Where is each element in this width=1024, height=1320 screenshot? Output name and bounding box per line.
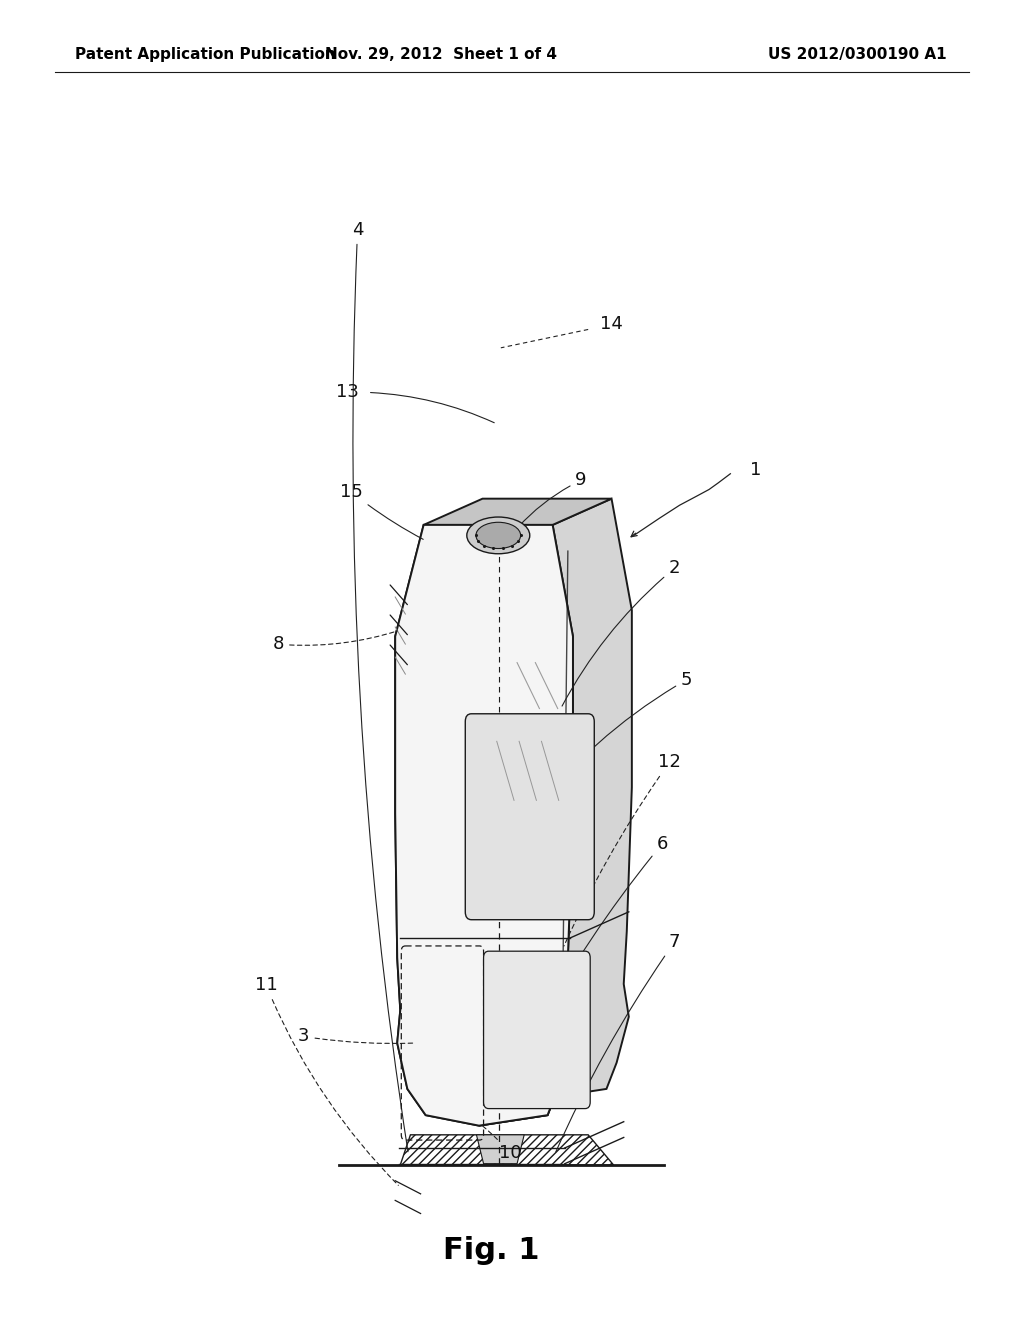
Polygon shape: [424, 499, 611, 525]
Text: Patent Application Publication: Patent Application Publication: [75, 46, 336, 62]
Text: 8: 8: [272, 631, 397, 653]
FancyBboxPatch shape: [465, 714, 594, 920]
Ellipse shape: [467, 517, 529, 554]
Text: 15: 15: [340, 483, 423, 540]
Polygon shape: [395, 525, 573, 1126]
Text: 7: 7: [556, 933, 680, 1152]
Text: 13: 13: [336, 383, 358, 401]
Text: 3: 3: [298, 1027, 413, 1045]
Text: 11: 11: [255, 977, 398, 1185]
Text: 4: 4: [352, 220, 408, 1152]
Text: 6: 6: [539, 834, 668, 1027]
Polygon shape: [476, 1135, 524, 1164]
Ellipse shape: [476, 523, 520, 549]
Text: 2: 2: [562, 560, 680, 706]
FancyBboxPatch shape: [483, 952, 590, 1109]
Text: 5: 5: [531, 671, 692, 814]
Polygon shape: [400, 1135, 613, 1166]
Text: 12: 12: [564, 754, 681, 946]
Polygon shape: [395, 525, 573, 1126]
Text: 14: 14: [600, 315, 623, 333]
Text: Nov. 29, 2012  Sheet 1 of 4: Nov. 29, 2012 Sheet 1 of 4: [325, 46, 557, 62]
Text: Fig. 1: Fig. 1: [443, 1236, 540, 1265]
Text: 1: 1: [750, 461, 762, 479]
Text: 9: 9: [518, 471, 587, 527]
Text: 10: 10: [481, 1125, 521, 1162]
Text: US 2012/0300190 A1: US 2012/0300190 A1: [768, 46, 946, 62]
Polygon shape: [479, 499, 632, 1126]
